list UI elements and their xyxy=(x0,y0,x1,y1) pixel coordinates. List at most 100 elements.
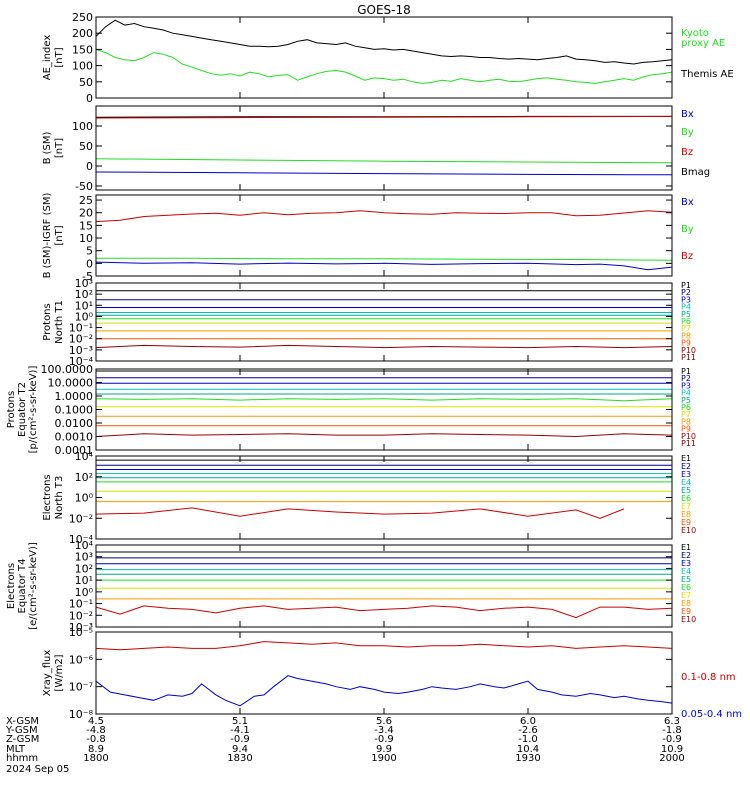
legend-label: E9 xyxy=(681,607,691,616)
y-tick-label: 100 xyxy=(72,120,93,133)
legend-label: E6 xyxy=(681,494,691,503)
legend-label: P2 xyxy=(681,374,691,383)
orbit-row-value: 6.0 xyxy=(520,716,536,727)
y-tick-label: 10.0000 xyxy=(48,377,94,390)
legend-label: P11 xyxy=(681,353,696,362)
orbit-row-label: hhmm xyxy=(6,753,38,764)
orbit-row-value: -0.9 xyxy=(230,734,250,745)
y-tick-label: 10⁻⁵ xyxy=(69,626,93,639)
y-tick-label: 10⁴ xyxy=(75,450,94,463)
legend-label: E10 xyxy=(681,526,696,535)
legend-label: E3 xyxy=(681,470,691,479)
y-tick-label: 100 xyxy=(72,60,93,73)
panel-frame xyxy=(95,631,673,715)
y-tick-label: 250 xyxy=(72,11,93,24)
legend-label: 0.05-0.4 nm xyxy=(681,709,742,720)
y-tick-label: -5 xyxy=(82,270,93,283)
legend-label: E2 xyxy=(681,551,691,560)
y-tick-label: 0.0001 xyxy=(55,444,94,457)
orbit-row-value: 8.9 xyxy=(88,744,104,755)
legend-label: P8 xyxy=(681,331,691,340)
legend-label: P3 xyxy=(681,295,691,304)
y-tick-label: 200 xyxy=(72,27,93,40)
orbit-row-value: 6.3 xyxy=(664,716,680,727)
orbit-row-value: 10.9 xyxy=(661,744,683,755)
y-axis-label: B (SM)[nT] xyxy=(42,131,65,164)
legend-label: Bmag xyxy=(681,167,710,178)
series-line-6 xyxy=(95,398,673,402)
orbit-row-label: MLT xyxy=(6,744,26,755)
orbit-row-value: 10.4 xyxy=(517,744,539,755)
orbit-row-label: Y-GSM xyxy=(5,725,38,736)
panel-frame xyxy=(95,194,673,277)
legend-label: proxy AE xyxy=(681,38,725,49)
panel-frame xyxy=(95,16,673,99)
legend-label: Bx xyxy=(681,109,694,120)
panel-frame xyxy=(95,368,673,451)
legend-label: Kyoto xyxy=(681,28,709,39)
y-tick-label: 10⁰ xyxy=(75,586,94,599)
panel-frame xyxy=(95,544,673,628)
y-tick-label: 10⁻⁴ xyxy=(69,355,94,368)
legend-label: P8 xyxy=(681,417,691,426)
legend-label: Themis AE xyxy=(680,69,734,80)
legend-label: P11 xyxy=(681,439,696,448)
y-axis-label: Xray_flux[W/m2] xyxy=(42,650,65,697)
legend-label: E4 xyxy=(681,567,691,576)
orbit-row-value: -0.9 xyxy=(662,734,682,745)
legend-label: Bz xyxy=(681,147,693,158)
y-axis-label: B (SM)-IGRF (SM)[nT] xyxy=(42,193,65,279)
y-tick-label: 10⁻¹ xyxy=(69,598,93,611)
legend-label: P10 xyxy=(681,346,696,355)
y-axis-label: ElectronsNorth T3 xyxy=(42,474,65,520)
legend-label: E6 xyxy=(681,583,691,592)
y-tick-label: 0.0010 xyxy=(55,431,94,444)
orbit-row-value: 2000 xyxy=(659,753,684,764)
legend-label: P9 xyxy=(681,425,691,434)
orbit-row-value: 4.5 xyxy=(88,716,104,727)
orbit-row-value: 1800 xyxy=(83,753,108,764)
series-line-2 xyxy=(95,115,673,119)
legend-label: E3 xyxy=(681,559,691,568)
series-line-9 xyxy=(95,605,673,619)
orbit-row-value: 1930 xyxy=(515,753,540,764)
orbit-row-value: 1830 xyxy=(227,753,252,764)
orbit-row-value: -0.8 xyxy=(86,734,106,745)
y-tick-label: 25 xyxy=(79,194,93,207)
orbit-row-value: -4.1 xyxy=(230,725,250,736)
series-line-10 xyxy=(95,344,673,349)
orbit-row-value: -4.8 xyxy=(86,725,106,736)
y-tick-label: -50 xyxy=(75,180,93,193)
series-line-1 xyxy=(95,210,673,223)
legend-label: E1 xyxy=(681,454,691,463)
orbit-row-value: 1900 xyxy=(371,753,396,764)
legend-label: E7 xyxy=(681,502,691,511)
orbit-row-value: 5.6 xyxy=(376,716,392,727)
series-line-2 xyxy=(95,48,673,84)
orbit-row-value: -0.9 xyxy=(374,734,394,745)
y-tick-label: 10³ xyxy=(75,277,93,290)
y-tick-label: 10³ xyxy=(75,551,93,564)
y-tick-label: 10⁰ xyxy=(75,492,94,505)
y-tick-label: 10⁻² xyxy=(69,333,93,346)
panel-frame xyxy=(95,105,673,191)
plot-title: GOES-18 xyxy=(357,3,411,17)
legend-label: 0.1-0.8 nm xyxy=(681,672,736,683)
legend-label: E2 xyxy=(681,462,691,471)
orbit-row-label: Z-GSM xyxy=(6,734,39,745)
panel-frame xyxy=(95,455,673,540)
y-tick-label: 10⁻⁸ xyxy=(69,708,94,721)
y-tick-label: 10² xyxy=(75,562,93,575)
y-tick-label: 10⁻⁷ xyxy=(69,681,93,694)
legend-label: E8 xyxy=(681,599,691,608)
orbit-row-value: 9.9 xyxy=(376,744,392,755)
legend-label: P4 xyxy=(681,389,691,398)
legend-label: P7 xyxy=(681,410,691,419)
y-tick-label: 10⁻³ xyxy=(69,621,93,634)
y-tick-label: 15 xyxy=(79,219,93,232)
panel-8: 10⁻⁸ 10⁻⁷ 10⁻⁶ 10⁻⁵ Xray_flux[W/m2] 0.1-0.8 n… xyxy=(42,626,742,721)
y-tick-label: 10⁻² xyxy=(69,609,93,622)
legend-label: P7 xyxy=(681,324,691,333)
